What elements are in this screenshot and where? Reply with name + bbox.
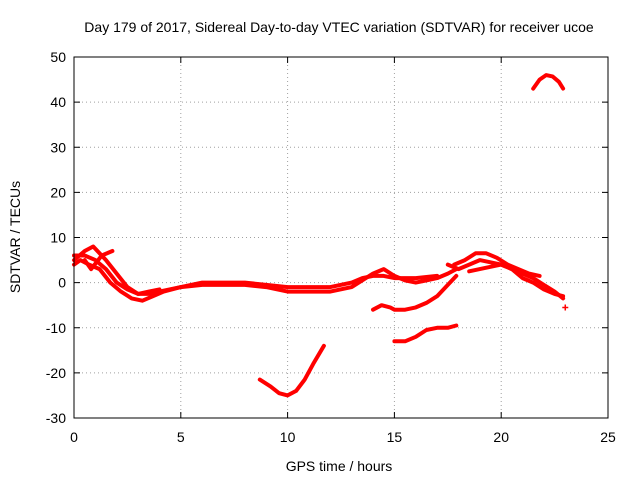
data-layer <box>72 73 569 398</box>
series-evening-c <box>467 262 566 299</box>
series-main-c <box>72 253 162 296</box>
x-tick-label: 20 <box>493 429 509 445</box>
x-tick-label: 15 <box>387 429 403 445</box>
y-tick-label: 50 <box>50 49 66 65</box>
y-axis-label: SDTVAR / TECUs <box>7 181 23 293</box>
series-arc-high <box>531 73 566 91</box>
chart-title: Day 179 of 2017, Sidereal Day-to-day VTE… <box>84 19 594 35</box>
series-lowest <box>392 323 459 344</box>
y-tick-label: 30 <box>50 139 66 155</box>
tick-layer: 0 5 10 15 20 25 -30 -20 -10 0 10 20 30 40 50 <box>46 49 616 445</box>
y-tick-label: 20 <box>50 184 66 200</box>
y-tick-label: 10 <box>50 230 66 246</box>
x-tick-label: 25 <box>600 429 616 445</box>
x-tick-label: 5 <box>177 429 185 445</box>
y-tick-label: -20 <box>46 365 66 381</box>
series-dip <box>257 343 326 398</box>
y-tick-label: -10 <box>46 320 66 336</box>
series-main-a <box>72 244 440 296</box>
series-evening-b <box>452 251 542 278</box>
series-main-b <box>72 258 459 303</box>
x-tick-label: 0 <box>70 429 78 445</box>
series-main-d <box>82 249 115 272</box>
series-mid-low <box>371 273 459 312</box>
y-tick-label: -30 <box>46 410 66 426</box>
y-tick-label: 40 <box>50 94 66 110</box>
x-tick-label: 10 <box>280 429 296 445</box>
y-tick-label: 0 <box>58 275 66 291</box>
x-axis-label: GPS time / hours <box>286 458 393 474</box>
data-point <box>562 304 569 311</box>
grid-layer <box>74 57 608 418</box>
